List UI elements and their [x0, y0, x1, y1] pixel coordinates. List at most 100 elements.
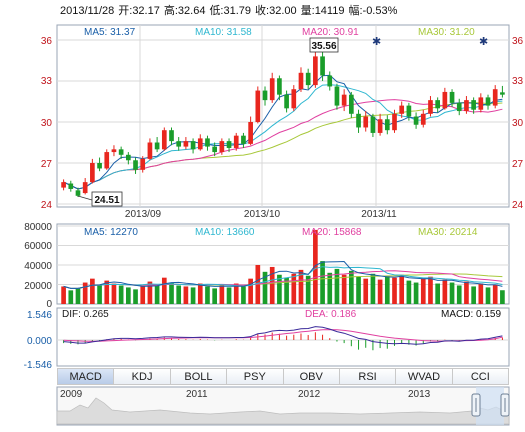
high-marker-box [309, 37, 339, 53]
candle-body [197, 138, 203, 150]
tab-kdj[interactable]: KDJ [114, 368, 171, 385]
volume-bar [241, 286, 246, 304]
candle-body [269, 78, 275, 101]
tick-right-30: 30 [512, 118, 524, 129]
month-label-nov: 2013/11 [361, 209, 397, 220]
volume-bar [104, 280, 110, 304]
volume-bar [68, 290, 74, 304]
candle-body [456, 102, 462, 112]
volume-bar [449, 282, 455, 304]
tab-macd[interactable]: MACD [57, 368, 115, 385]
vol-ma5-label: MA5: 12270 [84, 227, 138, 238]
candle-body [97, 163, 102, 169]
candle-body [320, 56, 325, 76]
candle-body [68, 183, 74, 189]
volume-bar [190, 287, 196, 304]
volume-bar [377, 279, 383, 304]
candle-body [305, 72, 311, 86]
macd-tick-top: 1.546 [27, 310, 52, 321]
candle-body [90, 163, 95, 183]
candle-body [370, 116, 376, 133]
volume-bar [500, 290, 505, 304]
candle-body [399, 105, 405, 114]
price-grid [57, 25, 509, 207]
candle-body [428, 100, 433, 114]
tab-obv[interactable]: OBV [283, 368, 340, 385]
volume-bar [464, 281, 469, 304]
volume-bars [61, 229, 505, 304]
nav-year-2011: 2011 [186, 389, 208, 400]
tick-right-27: 27 [512, 159, 524, 170]
volume-bar [147, 281, 153, 304]
tick-right-24: 24 [512, 200, 524, 211]
tab-rsi[interactable]: RSI [339, 368, 397, 385]
volume-value: 14119 [314, 5, 345, 17]
close-value: 32.00 [269, 5, 297, 17]
volume-bar [435, 283, 440, 304]
low-value: 31.79 [223, 5, 252, 17]
high-label: 高: [163, 5, 178, 17]
quote-date: 2013/11/28 [60, 5, 115, 17]
tab-wvad[interactable]: WVAD [396, 368, 453, 385]
ma5-line [63, 74, 503, 190]
event-star-icon-2: ✱ [479, 36, 488, 48]
candle-body [464, 100, 469, 112]
candle-body [241, 135, 246, 144]
vol-tick-80000: 80000 [24, 222, 52, 233]
candle-body [334, 86, 340, 106]
dif-label: DIF: 0.265 [62, 309, 109, 320]
candle-body [471, 100, 476, 110]
tick-left-27: 27 [41, 159, 53, 170]
candle-body [212, 146, 217, 153]
volume-bar [169, 282, 174, 304]
volume-bar [334, 268, 340, 304]
candle-body [327, 75, 333, 87]
candle-body [169, 130, 174, 142]
nav-year-2009: 2009 [60, 389, 83, 400]
candle-body [126, 154, 131, 161]
month-label-sep: 2013/09 [125, 209, 162, 220]
open-label: 开: [118, 5, 133, 17]
volume-bar [90, 278, 95, 304]
price-ma20-label: MA20: 30.91 [302, 27, 359, 38]
candle-body [82, 182, 88, 194]
candle-body [147, 142, 153, 159]
candle-body [176, 141, 182, 147]
candle-body [500, 92, 505, 95]
tab-psy[interactable]: PSY [227, 368, 284, 385]
macd-tick-bottom: -1.546 [24, 360, 53, 371]
candle-body [298, 72, 304, 90]
volume-bar [320, 261, 325, 304]
low-label: 低: [209, 5, 224, 17]
candle-body [313, 56, 318, 86]
tab-cci[interactable]: CCI [452, 368, 509, 385]
candle-body [449, 91, 455, 103]
open-value: 32.17 [132, 5, 160, 17]
tab-boll[interactable]: BOLL [170, 368, 228, 385]
candle-body [248, 122, 253, 144]
candle-body [478, 97, 484, 110]
candle-body [277, 78, 282, 95]
volume-bar [269, 266, 275, 304]
navigator-selection[interactable] [476, 387, 504, 425]
low-marker-label: 24.51 [94, 195, 119, 206]
volume-bar [291, 273, 297, 304]
high-value: 32.64 [177, 5, 206, 17]
candle-body [183, 141, 189, 147]
low-marker-box [91, 191, 123, 207]
candle-body [341, 94, 347, 106]
candle-body [262, 90, 268, 101]
macd-panel-frame [56, 307, 510, 367]
vol-tick-60000: 60000 [24, 241, 52, 252]
candle-body [161, 130, 167, 150]
candle-body [291, 89, 297, 109]
dea-line [63, 329, 503, 342]
volume-bar [126, 287, 131, 304]
candle-body [363, 116, 369, 128]
candle-body [406, 105, 412, 117]
volume-bar [492, 284, 498, 304]
volume-bar [82, 282, 88, 304]
moving-average-lines [63, 74, 503, 190]
candle-body [226, 141, 232, 148]
vol-tick-40000: 40000 [24, 261, 52, 272]
